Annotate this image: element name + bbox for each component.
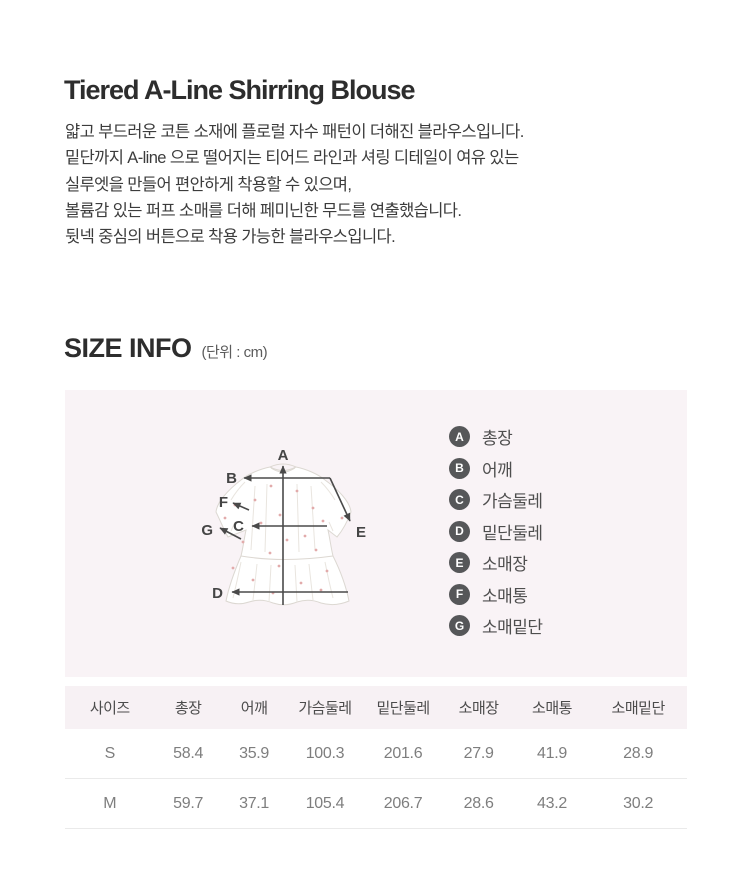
diagram-label-E: E (356, 524, 366, 541)
page-title: Tiered A-Line Shirring Blouse (64, 75, 416, 106)
value-cell: 59.7 (154, 778, 222, 829)
value-cell: 43.2 (514, 778, 590, 829)
size-cell: S (65, 729, 155, 779)
unit-note: (단위 : cm) (201, 344, 268, 361)
arrow-sleeve-hem (219, 527, 242, 540)
arrow-sleeve-length (329, 477, 351, 522)
table-row: M 59.7 37.1 105.4 206.7 28.6 43.2 30.2 (65, 778, 687, 829)
legend-label: 소매통 (482, 586, 528, 606)
diagram-label-C: C (233, 518, 244, 535)
product-description: 얇고 부드러운 코튼 소재에 플로럴 자수 패턴이 더해진 블라우스입니다. 밑단… (65, 119, 524, 250)
legend-item: B 어깨 (449, 457, 543, 480)
legend-label: 가슴둘레 (482, 492, 543, 511)
table-row: S 58.4 35.9 100.3 201.6 27.9 41.9 28.9 (65, 729, 687, 779)
diagram-label-F: F (219, 494, 228, 511)
legend-key-badge: C (449, 489, 470, 510)
value-cell: 28.9 (589, 729, 687, 779)
legend-label: 소매장 (482, 555, 528, 574)
column-header: 소매밑단 (589, 686, 687, 729)
column-header: 밑단둘레 (363, 686, 443, 729)
legend-item: D 밑단둘레 (449, 520, 543, 543)
value-cell: 37.1 (221, 778, 287, 829)
diagram-label-D: D (212, 585, 223, 602)
legend-item: A 총장 (449, 426, 543, 448)
diagram-label-G: G (201, 522, 213, 539)
value-cell: 28.6 (442, 778, 515, 829)
diagram-label-A: A (278, 447, 289, 464)
column-header: 어깨 (221, 686, 287, 729)
value-cell: 35.9 (221, 729, 287, 779)
legend-label: 소매밑단 (482, 618, 543, 637)
column-header: 소매통 (514, 686, 590, 729)
size-table: 사이즈 총장 어깨 가슴둘레 밑단둘레 소매장 소매통 소매밑단 S 58.4 35.9 100.3… (65, 686, 687, 829)
legend-key-badge: B (449, 457, 470, 479)
size-info-title: SIZE INFO (64, 333, 192, 363)
blouse-measurement-diagram: A B C D E F G (201, 447, 366, 606)
description-line: 실루엣을 만들어 편안하게 착용할 수 있으며, (65, 175, 352, 194)
size-info-heading: SIZE INFO (단위 : cm) (64, 333, 268, 364)
legend-label: 밑단둘레 (482, 523, 543, 543)
value-cell: 27.9 (442, 729, 515, 779)
value-cell: 100.3 (286, 729, 364, 779)
legend-label: 어깨 (482, 460, 513, 480)
column-header: 총장 (154, 686, 222, 729)
legend-key-badge: G (449, 615, 470, 636)
value-cell: 30.2 (589, 778, 687, 829)
legend-key-badge: E (449, 552, 470, 573)
diagram-label-B: B (226, 470, 237, 487)
legend-key-badge: D (449, 520, 470, 542)
legend-key-badge: A (449, 426, 470, 447)
value-cell: 206.7 (363, 778, 443, 829)
size-table-body: S 58.4 35.9 100.3 201.6 27.9 41.9 28.9 M 59.7 37.1… (65, 729, 687, 829)
size-diagram-panel: A B C D E F G A 총장 B 어깨 C 가슴둘레 D 밑단둘레 E 소매장 F 소매통 G 소… (65, 390, 687, 677)
legend-item: E 소매장 (449, 552, 543, 574)
legend-item: C 가슴둘레 (449, 489, 543, 511)
diagram-marker-labels: A B C D E F G (201, 447, 366, 602)
legend-item: G 소매밑단 (449, 615, 543, 637)
value-cell: 201.6 (363, 729, 443, 779)
column-header: 소매장 (442, 686, 515, 729)
legend-key-badge: F (449, 583, 470, 605)
description-line: 얇고 부드러운 코튼 소재에 플로럴 자수 패턴이 더해진 블라우스입니다. (65, 123, 524, 141)
value-cell: 41.9 (514, 729, 590, 779)
legend-item: F 소매통 (449, 583, 543, 606)
size-legend: A 총장 B 어깨 C 가슴둘레 D 밑단둘레 E 소매장 F 소매통 G 소매밑단 (449, 426, 543, 637)
value-cell: 105.4 (286, 778, 364, 829)
value-cell: 58.4 (154, 729, 222, 779)
column-header: 가슴둘레 (286, 686, 364, 729)
size-cell: M (65, 778, 155, 829)
description-line: 뒷넥 중심의 버튼으로 착용 가능한 블라우스입니다. (65, 228, 396, 247)
table-header-row: 사이즈 총장 어깨 가슴둘레 밑단둘레 소매장 소매통 소매밑단 (65, 686, 687, 729)
description-line: 볼륨감 있는 퍼프 소매를 더해 페미닌한 무드를 연출했습니다. (65, 201, 462, 220)
arrow-sleeve-width (232, 502, 250, 511)
legend-label: 총장 (482, 429, 513, 448)
description-line: 밑단까지 A-line 으로 떨어지는 티어드 라인과 셔링 디테일이 여유 있… (65, 149, 519, 168)
measurement-arrows (219, 465, 351, 605)
column-header: 사이즈 (65, 686, 155, 729)
